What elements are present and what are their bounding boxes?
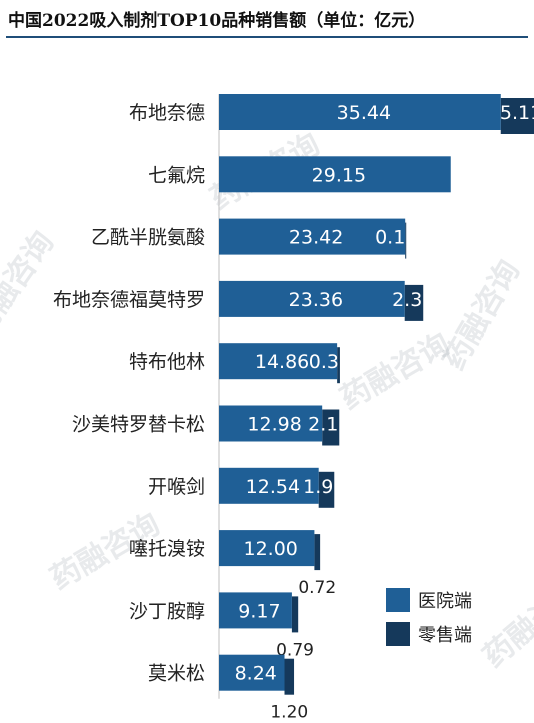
- bar-retail: [314, 534, 321, 571]
- bar-retail: [284, 658, 295, 695]
- bar-retail: [291, 596, 299, 633]
- bar-hospital: [219, 592, 292, 629]
- value-label-hospital: 23.42: [289, 227, 343, 249]
- watermark-text: 药融咨询: [335, 327, 456, 417]
- value-label-hospital: 12.54: [246, 476, 300, 498]
- watermark-text: 药融咨询: [0, 225, 61, 343]
- value-label-retail: 0.13: [375, 227, 417, 249]
- bar-hospital: [219, 218, 406, 255]
- bar-hospital: [219, 280, 405, 317]
- category-label: 布地奈德: [129, 102, 205, 124]
- value-label-retail: 0.72: [298, 578, 336, 598]
- value-label-retail: 2.33: [392, 289, 434, 311]
- bar-retail: [322, 409, 340, 446]
- watermark-text: 药融咨询: [477, 571, 534, 675]
- value-label-hospital: 9.17: [238, 600, 280, 622]
- bar-retail: [337, 347, 340, 384]
- value-label-retail: 5.11: [500, 102, 534, 124]
- bar-hospital: [219, 343, 338, 380]
- value-label-hospital: 29.15: [312, 164, 366, 186]
- value-label-hospital: 12.00: [243, 538, 297, 560]
- legend-swatch: [386, 622, 410, 646]
- value-label-retail: 1.96: [303, 476, 345, 498]
- bar-hospital: [219, 654, 285, 691]
- value-label-hospital: 8.24: [235, 663, 277, 685]
- category-label: 七氟烷: [148, 164, 205, 186]
- title-underline: [6, 36, 528, 38]
- category-label: 乙酰半胱氨酸: [91, 227, 205, 249]
- value-label-retail: 2.15: [308, 414, 350, 436]
- bar-retail: [318, 471, 335, 508]
- value-label-retail: 1.20: [270, 703, 308, 723]
- bar-hospital: [219, 156, 451, 193]
- category-label: 开喉剑: [148, 476, 205, 498]
- bar-hospital: [219, 94, 501, 130]
- legend-label: 医院端: [418, 591, 472, 612]
- category-label: 特布他林: [129, 351, 205, 373]
- bar-hospital: [219, 405, 323, 442]
- legend-swatch: [386, 588, 410, 612]
- legend-label: 零售端: [418, 625, 472, 646]
- value-label-hospital: 12.98: [247, 414, 301, 436]
- category-label: 布地奈德福莫特罗: [53, 289, 205, 311]
- bar-hospital: [219, 467, 319, 504]
- value-label-hospital: 35.44: [337, 102, 391, 124]
- value-label-retail: 0.79: [276, 640, 314, 660]
- watermark-text: 药融咨询: [437, 255, 527, 376]
- bar-retail: [500, 98, 534, 134]
- category-label: 噻托溴铵: [129, 538, 205, 560]
- value-label-hospital: 23.36: [289, 289, 343, 311]
- bar-hospital: [219, 530, 315, 567]
- value-label-retail: 0.35: [309, 351, 351, 373]
- value-label-hospital: 14.86: [255, 351, 309, 373]
- category-label: 莫米松: [148, 663, 205, 685]
- bar-retail: [404, 284, 424, 321]
- chart-title: 中国2022吸入制剂TOP10品种销售额（单位：亿元）: [8, 11, 426, 31]
- category-label: 沙美特罗替卡松: [72, 414, 205, 436]
- bar-retail: [405, 222, 407, 259]
- category-label: 沙丁胺醇: [129, 600, 205, 622]
